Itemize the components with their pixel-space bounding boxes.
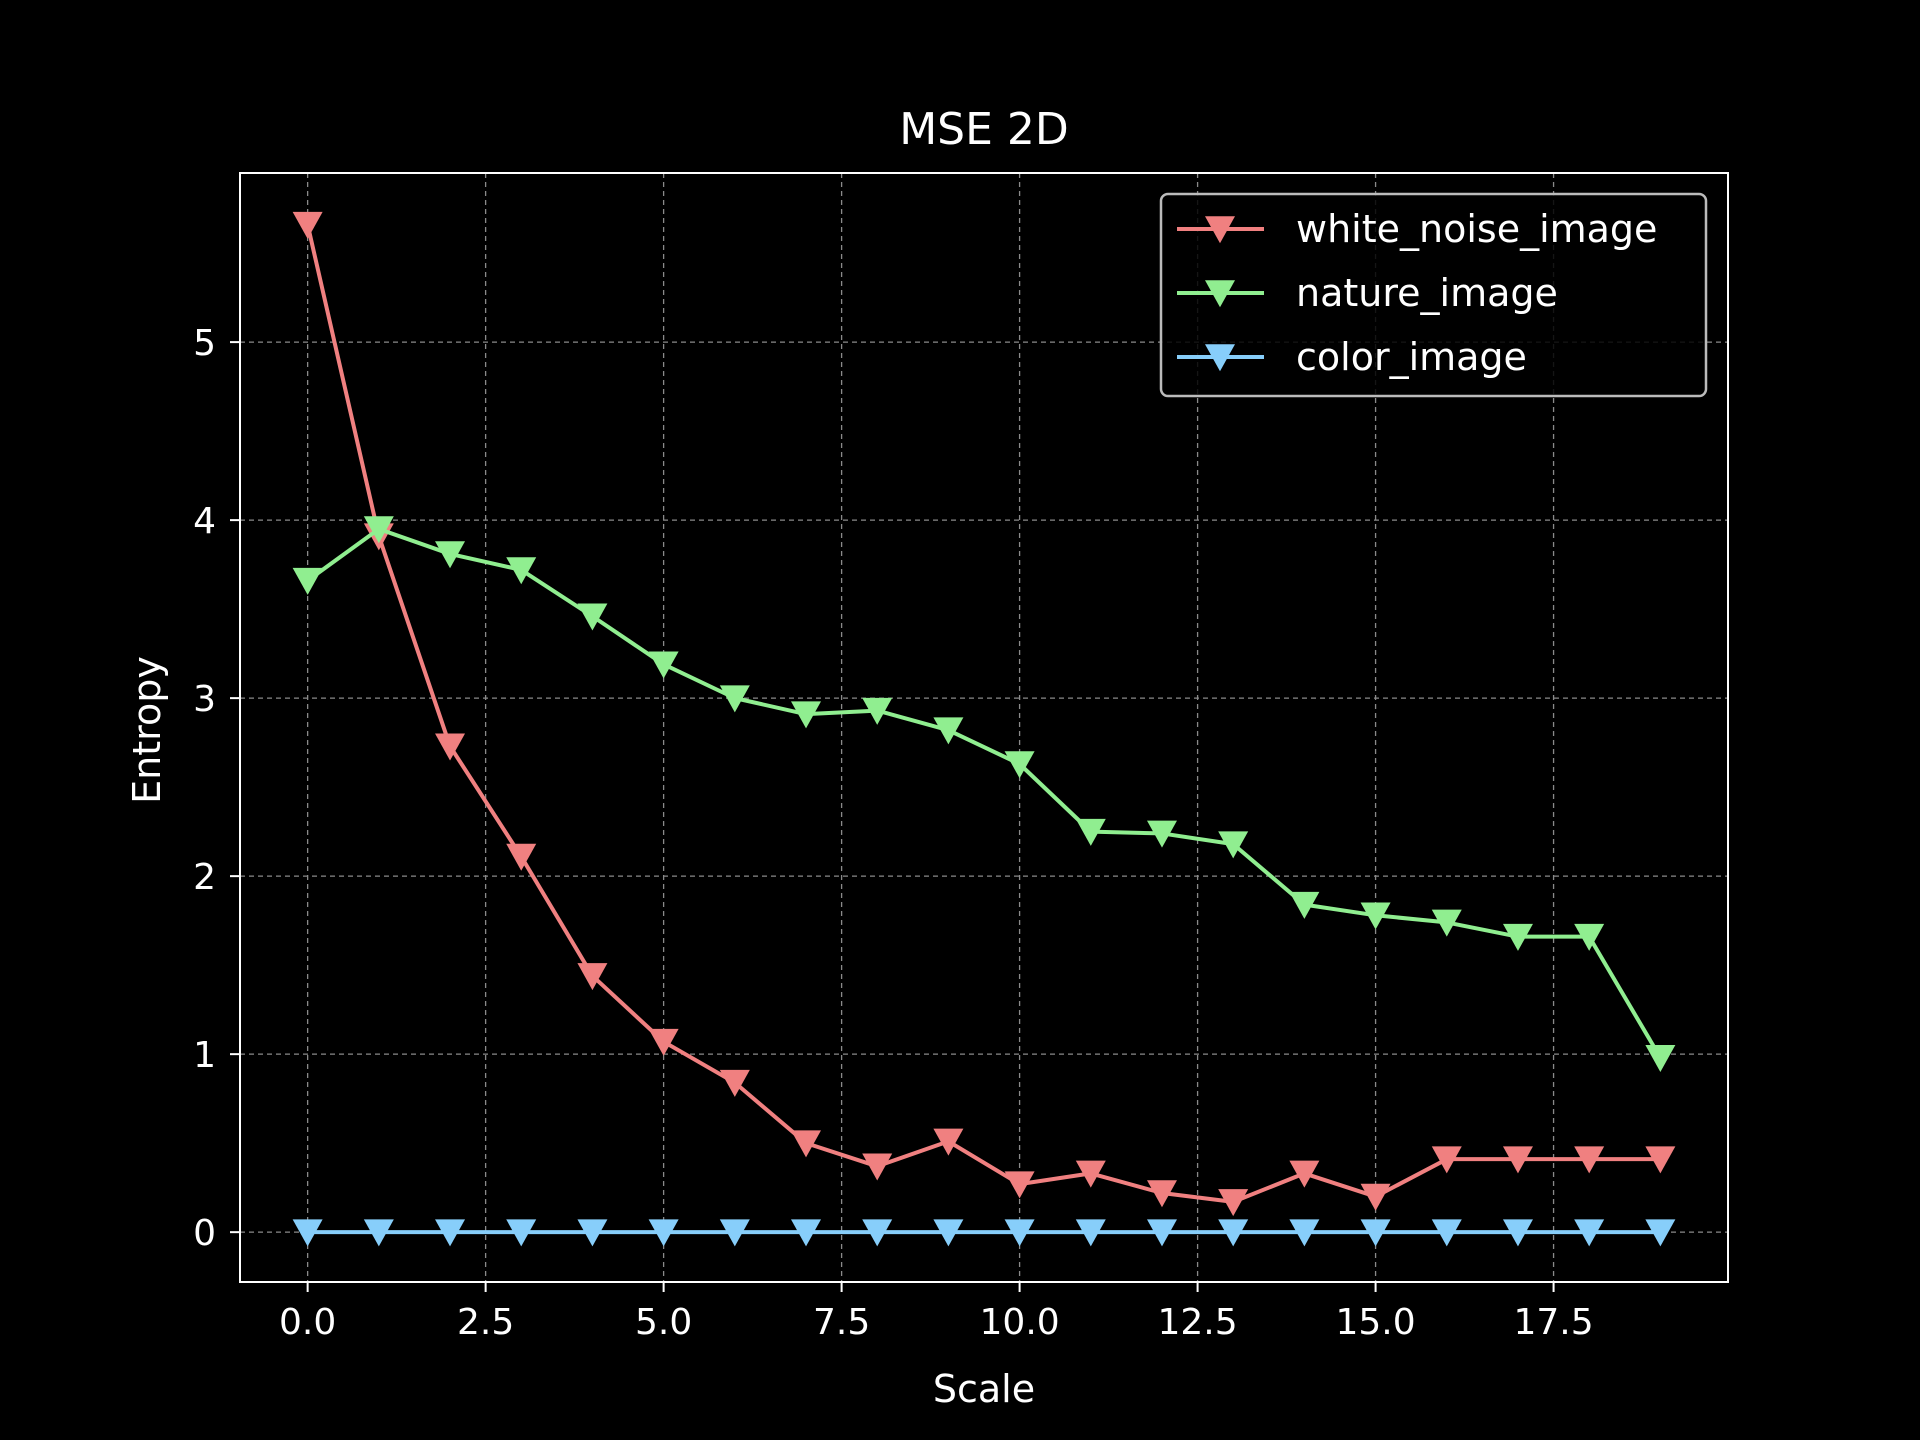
data-point bbox=[1645, 1044, 1676, 1072]
data-point bbox=[1289, 1219, 1320, 1247]
data-point bbox=[719, 1219, 750, 1247]
data-point bbox=[1004, 1219, 1035, 1247]
legend-marker bbox=[1205, 216, 1235, 244]
data-point bbox=[1289, 891, 1320, 919]
legend-entry: nature_image bbox=[1177, 271, 1558, 315]
data-point bbox=[292, 567, 323, 595]
data-point bbox=[862, 697, 893, 725]
data-point bbox=[1075, 1160, 1106, 1188]
y-tick-label: 0 bbox=[193, 1213, 216, 1254]
legend-frame bbox=[1159, 192, 1708, 398]
data-point bbox=[1075, 818, 1106, 846]
legend-entry: white_noise_image bbox=[1177, 207, 1657, 251]
data-point bbox=[1004, 751, 1035, 779]
data-point bbox=[1574, 923, 1605, 951]
chart-title: MSE 2D bbox=[899, 104, 1069, 155]
series-line bbox=[305, 224, 1661, 1204]
legend-label: nature_image bbox=[1296, 271, 1558, 315]
x-tick-label: 2.5 bbox=[457, 1302, 514, 1343]
plot-frame bbox=[239, 172, 1729, 1283]
data-point bbox=[1502, 1219, 1533, 1247]
x-axis-label: Scale bbox=[933, 1367, 1035, 1411]
legend-label: white_noise_image bbox=[1296, 207, 1657, 251]
data-point bbox=[1431, 909, 1462, 937]
data-point bbox=[862, 1219, 893, 1247]
data-point bbox=[648, 651, 679, 679]
data-point bbox=[506, 557, 537, 585]
series-nature_image bbox=[292, 516, 1676, 1072]
data-point bbox=[1075, 1219, 1106, 1247]
data-point bbox=[506, 843, 537, 871]
data-point bbox=[719, 1069, 750, 1097]
data-point bbox=[1004, 1171, 1035, 1199]
x-tick-label: 0.0 bbox=[279, 1302, 336, 1343]
x-tick-label: 5.0 bbox=[635, 1302, 692, 1343]
data-point bbox=[1502, 1146, 1533, 1174]
data-point bbox=[791, 701, 822, 729]
data-point bbox=[1360, 1183, 1391, 1211]
y-tick-label: 5 bbox=[193, 323, 216, 364]
x-tick-label: 12.5 bbox=[1158, 1302, 1238, 1343]
data-point bbox=[435, 1219, 466, 1247]
data-point bbox=[1218, 1219, 1249, 1247]
data-point bbox=[933, 1128, 964, 1156]
data-point bbox=[1645, 1146, 1676, 1174]
data-point bbox=[1574, 1146, 1605, 1174]
data-point bbox=[1574, 1219, 1605, 1247]
data-point bbox=[1360, 1219, 1391, 1247]
data-point bbox=[1218, 831, 1249, 859]
series-layer bbox=[292, 211, 1676, 1247]
data-point bbox=[506, 1219, 537, 1247]
y-tick-label: 1 bbox=[193, 1035, 216, 1076]
data-point bbox=[933, 1219, 964, 1247]
data-point bbox=[933, 717, 964, 745]
y-axis-label: Entropy bbox=[125, 656, 169, 804]
y-tick-label: 2 bbox=[193, 857, 216, 898]
data-point bbox=[648, 1219, 679, 1247]
data-point bbox=[648, 1028, 679, 1056]
data-point bbox=[719, 685, 750, 713]
data-point bbox=[791, 1219, 822, 1247]
x-tick-label: 7.5 bbox=[813, 1302, 870, 1343]
y-tick-label: 3 bbox=[193, 679, 216, 720]
legend-label: color_image bbox=[1296, 335, 1527, 379]
data-point bbox=[1431, 1146, 1462, 1174]
data-point bbox=[1218, 1189, 1249, 1217]
data-point bbox=[292, 211, 323, 239]
data-point bbox=[577, 603, 608, 631]
data-point bbox=[577, 963, 608, 991]
legend-marker bbox=[1205, 280, 1235, 308]
data-point bbox=[363, 516, 394, 544]
x-tick-label: 10.0 bbox=[980, 1302, 1060, 1343]
data-point bbox=[1645, 1219, 1676, 1247]
x-tick-label: 15.0 bbox=[1336, 1302, 1416, 1343]
data-point bbox=[435, 541, 466, 569]
x-tick-label: 17.5 bbox=[1513, 1302, 1593, 1343]
legend-entry: color_image bbox=[1177, 335, 1527, 379]
data-point bbox=[435, 733, 466, 761]
data-point bbox=[1146, 820, 1177, 848]
data-point bbox=[1146, 1219, 1177, 1247]
data-point bbox=[791, 1130, 822, 1158]
data-point bbox=[1146, 1180, 1177, 1208]
data-point bbox=[862, 1153, 893, 1181]
data-point bbox=[363, 1219, 394, 1247]
data-point bbox=[1360, 902, 1391, 930]
data-point bbox=[577, 1219, 608, 1247]
legend-marker bbox=[1205, 344, 1235, 372]
data-point bbox=[1502, 923, 1533, 951]
data-point bbox=[1289, 1160, 1320, 1188]
data-point bbox=[292, 1219, 323, 1247]
data-point bbox=[1431, 1219, 1462, 1247]
series-line bbox=[306, 527, 1663, 1059]
y-tick-label: 4 bbox=[193, 501, 216, 542]
series-color_image bbox=[292, 1219, 1676, 1247]
ticks: 0.0 2.5 5.0 7.5 10.0 12.5 15.0 17.5 0 1 2 3 4 5 bbox=[193, 323, 1594, 1343]
legend: white_noise_image nature_image color_image bbox=[1159, 192, 1708, 398]
